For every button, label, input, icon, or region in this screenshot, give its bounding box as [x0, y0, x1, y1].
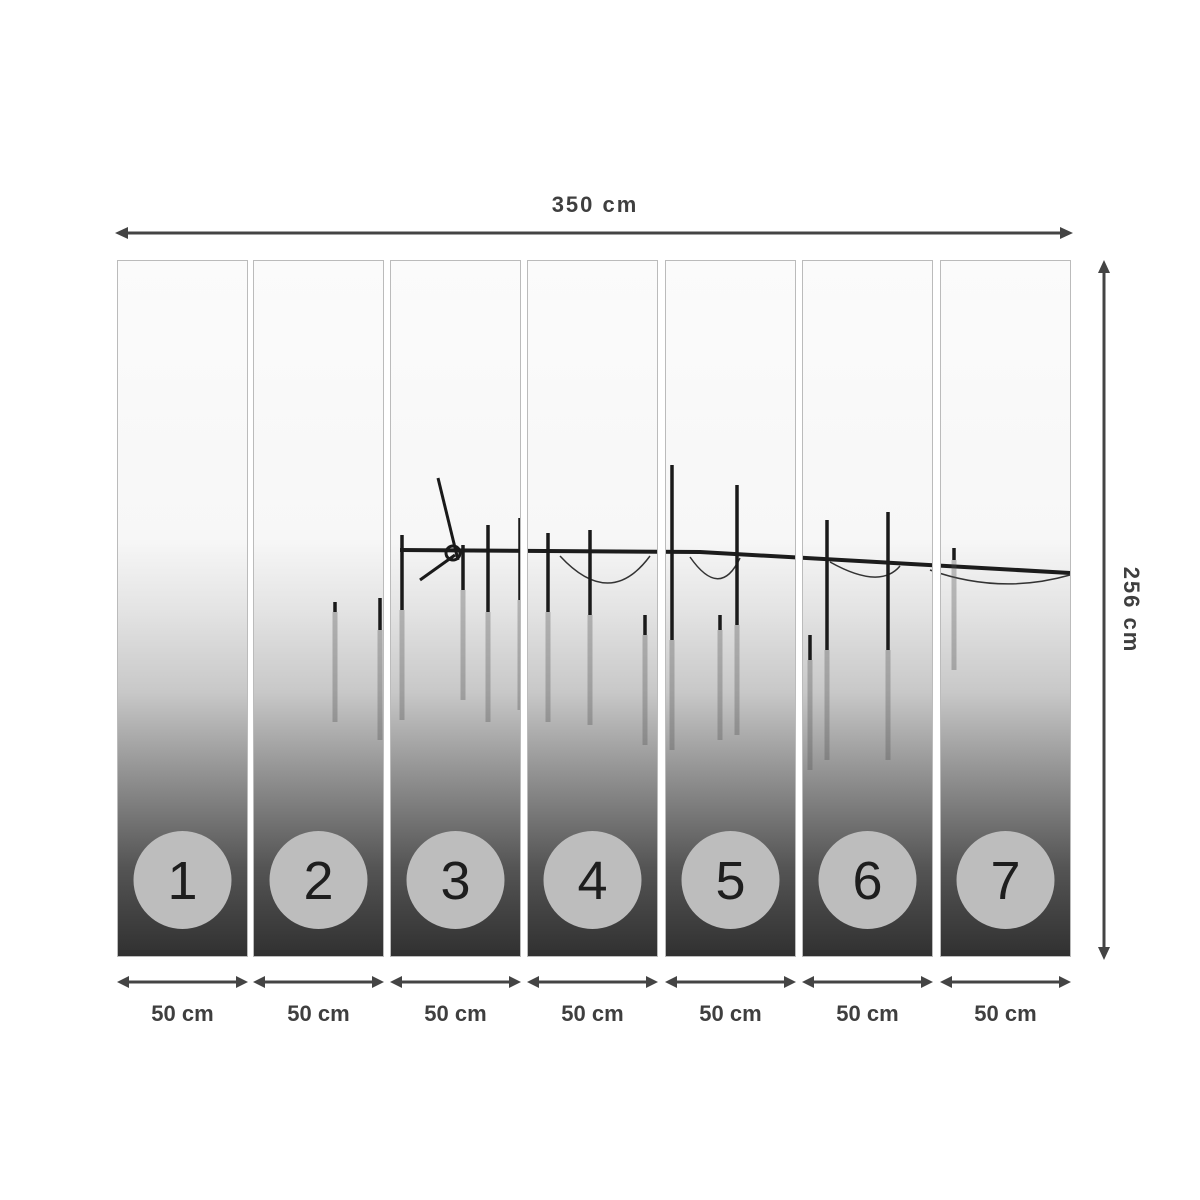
panel-width-label: 50 cm — [151, 1001, 213, 1026]
panel-width-label: 50 cm — [699, 1001, 761, 1026]
panel-7: 7 50 cm — [940, 260, 1071, 1026]
panel-number-badge — [406, 831, 505, 929]
panel-width-dimension: 50 cm — [802, 976, 933, 1026]
arrow-head-right-icon — [1060, 227, 1073, 239]
panel-3: 3 50 cm — [390, 260, 521, 1026]
total-width-label: 350 cm — [552, 192, 639, 217]
panel-border — [940, 260, 1071, 957]
arrow-head-right-icon — [1059, 976, 1071, 988]
panel-number: 4 — [577, 851, 607, 911]
arrow-head-left-icon — [253, 976, 265, 988]
panel-number: 3 — [440, 851, 470, 911]
panel-width-label: 50 cm — [424, 1001, 486, 1026]
arrow-head-right-icon — [509, 976, 521, 988]
panel-width-label: 50 cm — [287, 1001, 349, 1026]
total-height-label: 256 cm — [1119, 567, 1144, 654]
panel-width-dimension: 50 cm — [117, 976, 248, 1026]
panel-number-badge — [818, 831, 917, 929]
panel-5: 5 50 cm — [665, 260, 796, 1026]
panel-number: 6 — [852, 851, 882, 911]
panel-4: 4 50 cm — [527, 260, 658, 1026]
arrow-head-right-icon — [784, 976, 796, 988]
panel-width-label: 50 cm — [974, 1001, 1036, 1026]
arrow-head-down-icon — [1098, 947, 1110, 960]
panel-width-dimension: 50 cm — [665, 976, 796, 1026]
panel-number-badge — [681, 831, 780, 929]
total-height-dimension: 256 cm — [1098, 260, 1144, 960]
arrow-head-up-icon — [1098, 260, 1110, 273]
total-width-dimension: 350 cm — [115, 192, 1073, 239]
panel-width-dimension: 50 cm — [940, 976, 1071, 1026]
panel-number-badge — [543, 831, 642, 929]
panel-number-badge — [133, 831, 232, 929]
arrow-head-right-icon — [921, 976, 933, 988]
panel-2: 2 50 cm — [253, 260, 384, 1026]
panel-number: 1 — [167, 851, 197, 911]
panel-6: 6 50 cm — [802, 260, 933, 1026]
panel-width-label: 50 cm — [561, 1001, 623, 1026]
panel-number-badge — [269, 831, 368, 929]
panel-number-badge — [956, 831, 1055, 929]
panel-border — [253, 260, 384, 957]
arrow-head-left-icon — [665, 976, 677, 988]
panel-border — [665, 260, 796, 957]
arrow-head-left-icon — [527, 976, 539, 988]
arrow-head-left-icon — [117, 976, 129, 988]
panel-border — [390, 260, 521, 957]
panel-number: 7 — [990, 851, 1020, 911]
panel-width-label: 50 cm — [836, 1001, 898, 1026]
arrow-head-left-icon — [115, 227, 128, 239]
panels: 1 50 cm 2 50 cm 3 50 cm 4 50 cm 5 50 cm 6 50 cm 7 50 … — [117, 260, 1071, 1026]
arrow-head-right-icon — [646, 976, 658, 988]
panel-width-dimension: 50 cm — [390, 976, 521, 1026]
panel-1: 1 50 cm — [117, 260, 248, 1026]
arrow-head-left-icon — [802, 976, 814, 988]
arrow-head-left-icon — [390, 976, 402, 988]
panel-border — [802, 260, 933, 957]
panel-width-dimension: 50 cm — [527, 976, 658, 1026]
panel-border — [117, 260, 248, 957]
panel-width-dimension: 50 cm — [253, 976, 384, 1026]
panel-number: 5 — [715, 851, 745, 911]
panel-border — [527, 260, 658, 957]
arrow-head-right-icon — [372, 976, 384, 988]
arrow-head-left-icon — [940, 976, 952, 988]
arrow-head-right-icon — [236, 976, 248, 988]
panel-number: 2 — [303, 851, 333, 911]
